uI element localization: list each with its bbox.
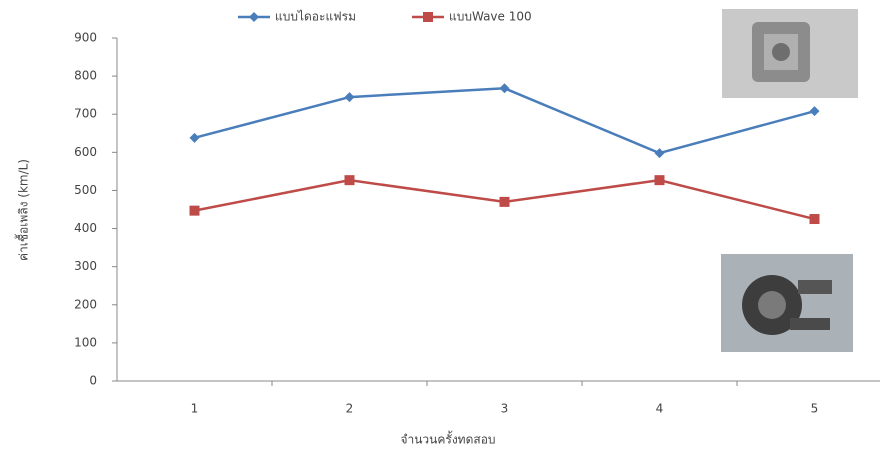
legend-label: แบบไดอะแฟรม xyxy=(275,10,356,24)
y-tick-label: 800 xyxy=(74,69,97,83)
series-line xyxy=(194,87,815,155)
legend-label: แบบWave 100 xyxy=(449,10,532,24)
y-tick-label: 500 xyxy=(74,183,97,197)
marker xyxy=(809,106,820,117)
y-tick-label: 400 xyxy=(74,221,97,235)
y-axis-title: ค่าเชื้อเพลิง (km/L) xyxy=(15,159,31,261)
marker xyxy=(499,196,510,207)
y-tick-label: 700 xyxy=(74,107,97,121)
marker xyxy=(344,175,355,186)
marker xyxy=(654,175,665,186)
x-tick-label: 3 xyxy=(501,402,509,416)
x-tick-label: 4 xyxy=(656,402,664,416)
x-axis-title: จำนวนครั้งทดสอบ xyxy=(400,431,495,447)
photo-diaphragm xyxy=(722,9,858,98)
x-tick-label: 5 xyxy=(811,402,819,416)
photo-wave-100 xyxy=(721,254,853,352)
marker xyxy=(189,132,200,143)
y-tick-label: 600 xyxy=(74,145,97,159)
marker xyxy=(499,83,510,94)
y-tick-label: 0 xyxy=(89,374,97,388)
x-tick-label: 2 xyxy=(346,402,354,416)
y-tick-label: 300 xyxy=(74,259,97,273)
marker xyxy=(654,148,665,159)
y-tick-label: 900 xyxy=(74,31,97,45)
y-tick-label: 100 xyxy=(74,335,97,349)
marker xyxy=(189,205,200,216)
y-tick-label: 200 xyxy=(74,297,97,311)
marker xyxy=(809,214,820,225)
marker xyxy=(344,92,355,103)
marker xyxy=(423,12,433,22)
marker xyxy=(249,12,259,22)
x-tick-label: 1 xyxy=(191,402,199,416)
